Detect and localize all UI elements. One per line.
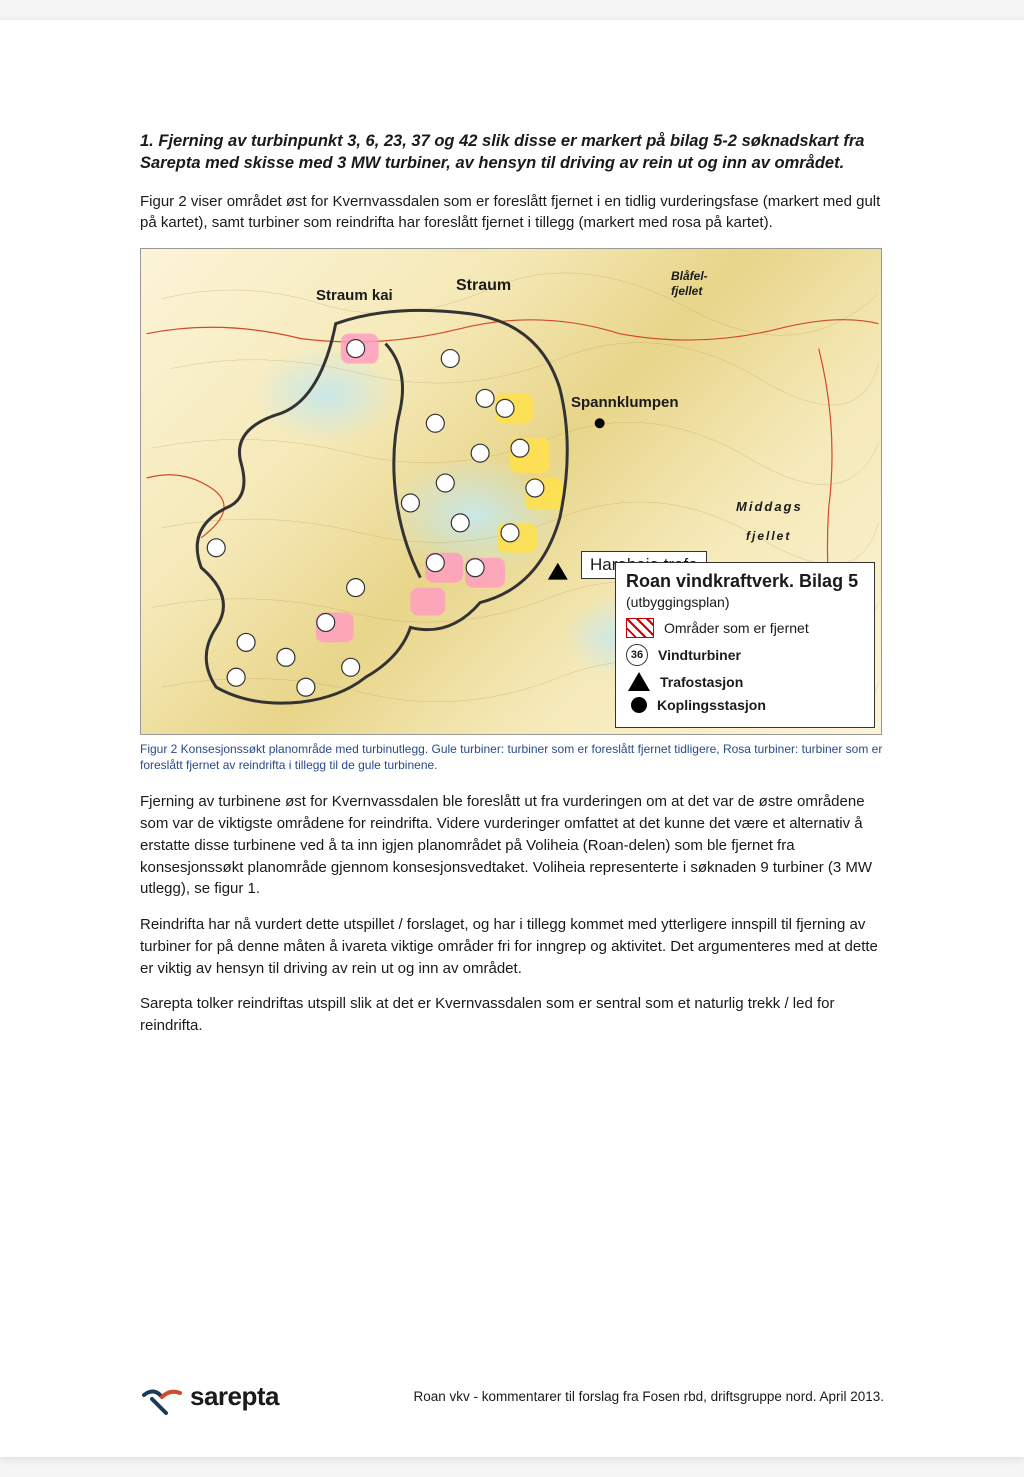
- label-straum: Straum: [456, 277, 511, 295]
- label-fjellet: fjellet: [671, 284, 702, 298]
- legend-label-removed: Områder som er fjernet: [664, 620, 809, 636]
- figure-caption: Figur 2 Konsesjonssøkt planområde med tu…: [140, 741, 884, 773]
- legend-row-trafo: Trafostasjon: [626, 672, 864, 691]
- label-blafel: Blåfel-: [671, 269, 708, 283]
- legend-label-kopling: Koplingsstasjon: [657, 697, 766, 713]
- pink-highlights: [316, 334, 505, 643]
- logo-mark-icon: [140, 1377, 184, 1415]
- map-legend: Roan vindkraftverk. Bilag 5 (utbyggingsp…: [615, 562, 875, 728]
- trafo-triangle-icon: [548, 563, 568, 580]
- paragraph-2: Reindrifta har nå vurdert dette utspille…: [140, 914, 884, 979]
- legend-row-removed: Områder som er fjernet: [626, 618, 864, 638]
- figure-2-map: Straum kai Straum Blåfel- fjellet Spannk…: [140, 248, 882, 735]
- section-heading: 1. Fjerning av turbinpunkt 3, 6, 23, 37 …: [140, 130, 884, 175]
- page-footer: sarepta Roan vkv - kommentarer til forsl…: [140, 1377, 884, 1415]
- legend-subtitle: (utbyggingsplan): [626, 594, 864, 610]
- legend-label-turbines: Vindturbiner: [658, 647, 741, 663]
- heading-text: Fjerning av turbinpunkt 3, 6, 23, 37 og …: [140, 132, 864, 172]
- label-middags: Middags: [736, 499, 803, 514]
- turbine-number-icon: 36: [626, 644, 648, 666]
- footer-text: Roan vkv - kommentarer til forslag fra F…: [414, 1389, 884, 1404]
- label-spannklumpen: Spannklumpen: [571, 394, 679, 411]
- label-fjellet2: fjellet: [746, 529, 791, 543]
- document-page: 1. Fjerning av turbinpunkt 3, 6, 23, 37 …: [0, 20, 1024, 1457]
- heading-number: 1.: [140, 132, 154, 150]
- legend-label-trafo: Trafostasjon: [660, 674, 743, 690]
- legend-title: Roan vindkraftverk. Bilag 5: [626, 571, 864, 592]
- paragraph-3: Sarepta tolker reindriftas utspill slik …: [140, 993, 884, 1037]
- legend-row-kopling: Koplingsstasjon: [626, 697, 864, 713]
- triangle-icon: [628, 672, 650, 691]
- dot-icon: [631, 697, 647, 713]
- hatch-swatch-icon: [626, 618, 654, 638]
- intro-paragraph: Figur 2 viser området øst for Kvernvassd…: [140, 191, 884, 235]
- sarepta-logo: sarepta: [140, 1377, 279, 1415]
- logo-text: sarepta: [190, 1381, 279, 1412]
- label-straum-kai: Straum kai: [316, 287, 393, 304]
- paragraph-1: Fjerning av turbinene øst for Kvernvassd…: [140, 791, 884, 900]
- kopling-dot-icon: [595, 418, 605, 428]
- legend-row-turbines: 36 Vindturbiner: [626, 644, 864, 666]
- turbine-markers: [207, 340, 544, 697]
